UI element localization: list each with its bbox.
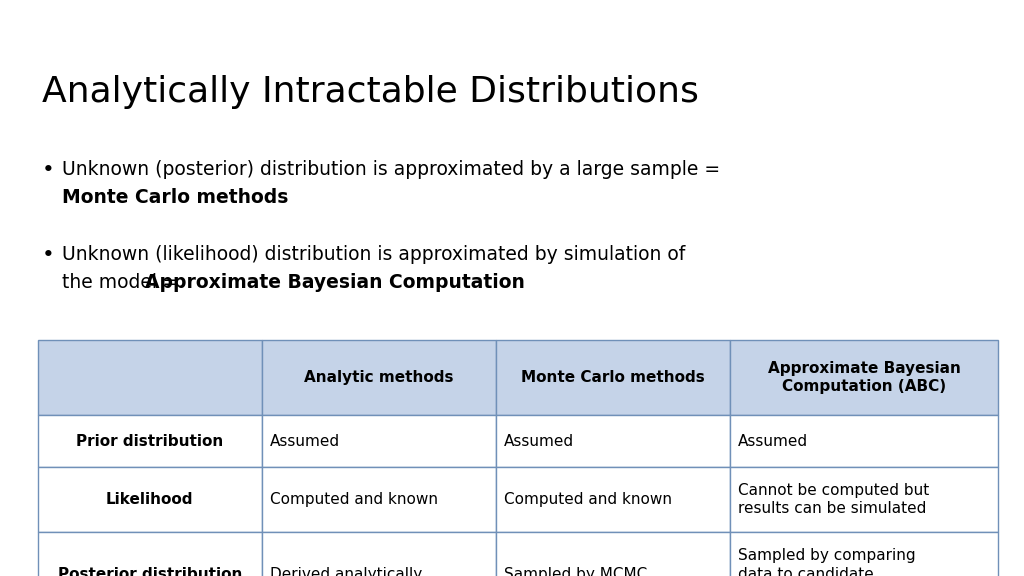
Text: the model =: the model =	[62, 273, 184, 292]
Text: Computed and known: Computed and known	[269, 492, 437, 507]
Text: Sampled by MCMC: Sampled by MCMC	[504, 567, 647, 576]
Text: Prior distribution: Prior distribution	[76, 434, 223, 449]
Text: Approximate Bayesian Computation: Approximate Bayesian Computation	[145, 273, 525, 292]
Bar	[38, 532, 262, 576]
Bar	[262, 467, 496, 532]
Text: Analytically Intractable Distributions: Analytically Intractable Distributions	[42, 75, 698, 109]
Bar	[496, 467, 730, 532]
Bar	[730, 467, 998, 532]
Bar	[38, 467, 262, 532]
Text: •: •	[42, 160, 54, 180]
Bar	[262, 532, 496, 576]
Bar	[38, 415, 262, 467]
Text: Analytic methods: Analytic methods	[304, 370, 454, 385]
Text: Likelihood: Likelihood	[106, 492, 194, 507]
Bar	[730, 415, 998, 467]
Bar	[262, 340, 496, 415]
Bar	[730, 340, 998, 415]
Text: Posterior distribution: Posterior distribution	[57, 567, 242, 576]
Text: Approximate Bayesian
Computation (ABC): Approximate Bayesian Computation (ABC)	[768, 361, 961, 395]
Text: Cannot be computed but
results can be simulated: Cannot be computed but results can be si…	[738, 483, 930, 516]
Text: Derived analytically: Derived analytically	[269, 567, 422, 576]
Text: Unknown (likelihood) distribution is approximated by simulation of: Unknown (likelihood) distribution is app…	[62, 245, 685, 264]
Text: Monte Carlo methods: Monte Carlo methods	[521, 370, 705, 385]
Text: Unknown (posterior) distribution is approximated by a large sample =: Unknown (posterior) distribution is appr…	[62, 160, 720, 179]
Bar	[496, 340, 730, 415]
Bar	[38, 340, 262, 415]
Text: Sampled by comparing
data to candidate
stimulation results: Sampled by comparing data to candidate s…	[738, 548, 915, 576]
Text: •: •	[42, 245, 54, 265]
Bar	[496, 415, 730, 467]
Bar	[730, 532, 998, 576]
Text: Monte Carlo methods: Monte Carlo methods	[62, 188, 289, 207]
Text: Assumed: Assumed	[269, 434, 340, 449]
Text: Computed and known: Computed and known	[504, 492, 672, 507]
Bar	[496, 532, 730, 576]
Bar	[262, 415, 496, 467]
Text: Assumed: Assumed	[738, 434, 808, 449]
Text: Assumed: Assumed	[504, 434, 574, 449]
